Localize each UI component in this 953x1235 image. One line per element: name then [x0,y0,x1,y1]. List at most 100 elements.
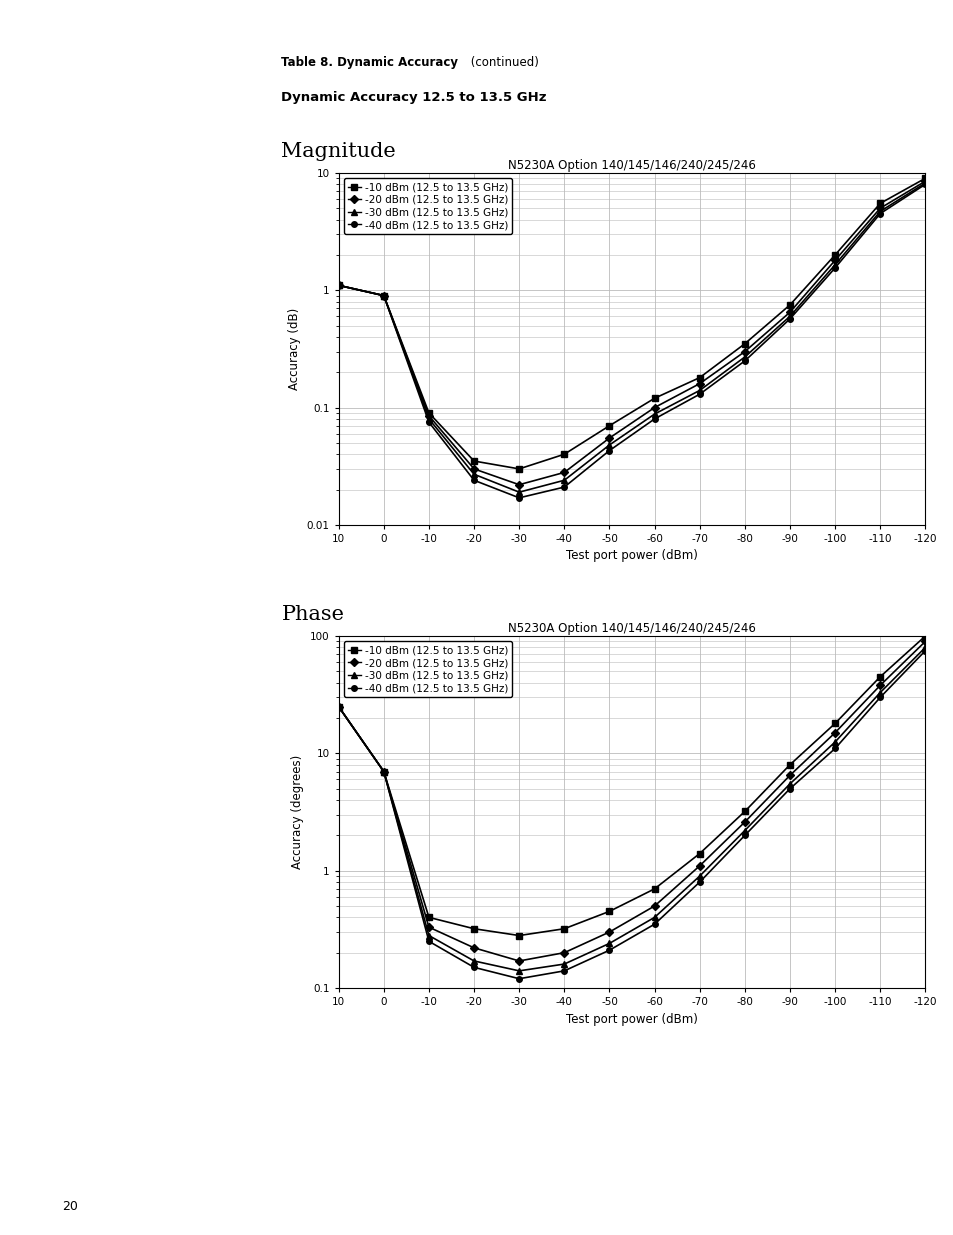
-10 dBm (12.5 to 13.5 GHz) [377,764,389,779]
-20 dBm (12.5 to 13.5 GHz) [333,699,344,714]
-10 dBm (12.5 to 13.5 GHz) [468,453,479,468]
-30 dBm (12.5 to 13.5 GHz) [693,868,704,883]
-40 dBm (12.5 to 13.5 GHz) [648,411,659,426]
-40 dBm (12.5 to 13.5 GHz) [739,827,750,842]
-30 dBm (12.5 to 13.5 GHz) [603,936,615,951]
-30 dBm (12.5 to 13.5 GHz) [558,957,570,972]
-20 dBm (12.5 to 13.5 GHz) [783,768,795,783]
-10 dBm (12.5 to 13.5 GHz) [874,669,885,684]
-20 dBm (12.5 to 13.5 GHz) [558,945,570,960]
-10 dBm (12.5 to 13.5 GHz) [513,929,524,944]
Y-axis label: Accuracy (dB): Accuracy (dB) [288,308,301,390]
-30 dBm (12.5 to 13.5 GHz) [739,350,750,364]
-40 dBm (12.5 to 13.5 GHz) [377,764,389,779]
-20 dBm (12.5 to 13.5 GHz) [828,253,840,268]
-10 dBm (12.5 to 13.5 GHz) [468,921,479,936]
Line: -10 dBm (12.5 to 13.5 GHz): -10 dBm (12.5 to 13.5 GHz) [335,634,927,939]
X-axis label: Test port power (dBm): Test port power (dBm) [565,1013,698,1025]
Line: -40 dBm (12.5 to 13.5 GHz): -40 dBm (12.5 to 13.5 GHz) [335,648,927,982]
-10 dBm (12.5 to 13.5 GHz) [603,419,615,433]
-40 dBm (12.5 to 13.5 GHz) [377,288,389,303]
Line: -20 dBm (12.5 to 13.5 GHz): -20 dBm (12.5 to 13.5 GHz) [335,178,927,488]
-40 dBm (12.5 to 13.5 GHz) [693,874,704,889]
-30 dBm (12.5 to 13.5 GHz) [333,699,344,714]
-40 dBm (12.5 to 13.5 GHz) [558,479,570,494]
-30 dBm (12.5 to 13.5 GHz) [468,953,479,968]
-10 dBm (12.5 to 13.5 GHz) [693,846,704,861]
-30 dBm (12.5 to 13.5 GHz) [783,309,795,324]
-40 dBm (12.5 to 13.5 GHz) [333,278,344,293]
-10 dBm (12.5 to 13.5 GHz) [513,462,524,477]
-10 dBm (12.5 to 13.5 GHz) [828,716,840,731]
Text: 20: 20 [62,1199,78,1213]
-10 dBm (12.5 to 13.5 GHz) [648,390,659,405]
-30 dBm (12.5 to 13.5 GHz) [828,257,840,272]
-20 dBm (12.5 to 13.5 GHz) [423,409,435,424]
-30 dBm (12.5 to 13.5 GHz) [513,963,524,978]
-40 dBm (12.5 to 13.5 GHz) [423,934,435,948]
-20 dBm (12.5 to 13.5 GHz) [603,925,615,940]
-30 dBm (12.5 to 13.5 GHz) [919,640,930,655]
-30 dBm (12.5 to 13.5 GHz) [333,278,344,293]
-30 dBm (12.5 to 13.5 GHz) [874,685,885,700]
-40 dBm (12.5 to 13.5 GHz) [468,473,479,488]
-20 dBm (12.5 to 13.5 GHz) [693,858,704,873]
-40 dBm (12.5 to 13.5 GHz) [739,353,750,368]
-10 dBm (12.5 to 13.5 GHz) [783,757,795,772]
-20 dBm (12.5 to 13.5 GHz) [423,920,435,935]
-10 dBm (12.5 to 13.5 GHz) [828,247,840,262]
-40 dBm (12.5 to 13.5 GHz) [468,960,479,974]
-40 dBm (12.5 to 13.5 GHz) [783,311,795,326]
-30 dBm (12.5 to 13.5 GHz) [648,406,659,421]
Line: -10 dBm (12.5 to 13.5 GHz): -10 dBm (12.5 to 13.5 GHz) [335,175,927,472]
-40 dBm (12.5 to 13.5 GHz) [828,741,840,756]
-40 dBm (12.5 to 13.5 GHz) [603,942,615,957]
-30 dBm (12.5 to 13.5 GHz) [648,910,659,925]
-40 dBm (12.5 to 13.5 GHz) [423,415,435,430]
-20 dBm (12.5 to 13.5 GHz) [874,201,885,216]
-20 dBm (12.5 to 13.5 GHz) [603,431,615,446]
-20 dBm (12.5 to 13.5 GHz) [333,278,344,293]
-20 dBm (12.5 to 13.5 GHz) [648,899,659,914]
-20 dBm (12.5 to 13.5 GHz) [919,634,930,648]
-20 dBm (12.5 to 13.5 GHz) [828,725,840,740]
-30 dBm (12.5 to 13.5 GHz) [558,473,570,488]
Line: -30 dBm (12.5 to 13.5 GHz): -30 dBm (12.5 to 13.5 GHz) [335,645,927,973]
-20 dBm (12.5 to 13.5 GHz) [377,288,389,303]
-40 dBm (12.5 to 13.5 GHz) [648,916,659,931]
-20 dBm (12.5 to 13.5 GHz) [693,377,704,391]
Line: -20 dBm (12.5 to 13.5 GHz): -20 dBm (12.5 to 13.5 GHz) [335,638,927,963]
Legend: -10 dBm (12.5 to 13.5 GHz), -20 dBm (12.5 to 13.5 GHz), -30 dBm (12.5 to 13.5 GH: -10 dBm (12.5 to 13.5 GHz), -20 dBm (12.… [343,641,512,698]
-40 dBm (12.5 to 13.5 GHz) [783,782,795,797]
Text: Phase: Phase [281,605,344,624]
-40 dBm (12.5 to 13.5 GHz) [919,177,930,191]
-20 dBm (12.5 to 13.5 GHz) [558,466,570,480]
-30 dBm (12.5 to 13.5 GHz) [828,735,840,750]
-20 dBm (12.5 to 13.5 GHz) [648,400,659,415]
-10 dBm (12.5 to 13.5 GHz) [693,370,704,385]
-20 dBm (12.5 to 13.5 GHz) [874,678,885,693]
-10 dBm (12.5 to 13.5 GHz) [648,882,659,897]
-40 dBm (12.5 to 13.5 GHz) [874,690,885,705]
-30 dBm (12.5 to 13.5 GHz) [423,411,435,426]
-20 dBm (12.5 to 13.5 GHz) [377,764,389,779]
Line: -30 dBm (12.5 to 13.5 GHz): -30 dBm (12.5 to 13.5 GHz) [335,180,927,495]
-30 dBm (12.5 to 13.5 GHz) [874,204,885,219]
-30 dBm (12.5 to 13.5 GHz) [468,467,479,482]
-10 dBm (12.5 to 13.5 GHz) [919,629,930,643]
Title: N5230A Option 140/145/146/240/245/246: N5230A Option 140/145/146/240/245/246 [508,622,755,635]
Text: Table 8. Dynamic Accuracy: Table 8. Dynamic Accuracy [281,56,458,69]
-40 dBm (12.5 to 13.5 GHz) [513,971,524,986]
-40 dBm (12.5 to 13.5 GHz) [828,261,840,275]
-40 dBm (12.5 to 13.5 GHz) [919,643,930,658]
-20 dBm (12.5 to 13.5 GHz) [468,940,479,955]
-10 dBm (12.5 to 13.5 GHz) [377,288,389,303]
-10 dBm (12.5 to 13.5 GHz) [783,298,795,312]
Line: -40 dBm (12.5 to 13.5 GHz): -40 dBm (12.5 to 13.5 GHz) [335,182,927,500]
-20 dBm (12.5 to 13.5 GHz) [783,305,795,320]
-30 dBm (12.5 to 13.5 GHz) [377,288,389,303]
-20 dBm (12.5 to 13.5 GHz) [919,174,930,189]
-10 dBm (12.5 to 13.5 GHz) [739,804,750,819]
-10 dBm (12.5 to 13.5 GHz) [603,904,615,919]
Title: N5230A Option 140/145/146/240/245/246: N5230A Option 140/145/146/240/245/246 [508,159,755,172]
